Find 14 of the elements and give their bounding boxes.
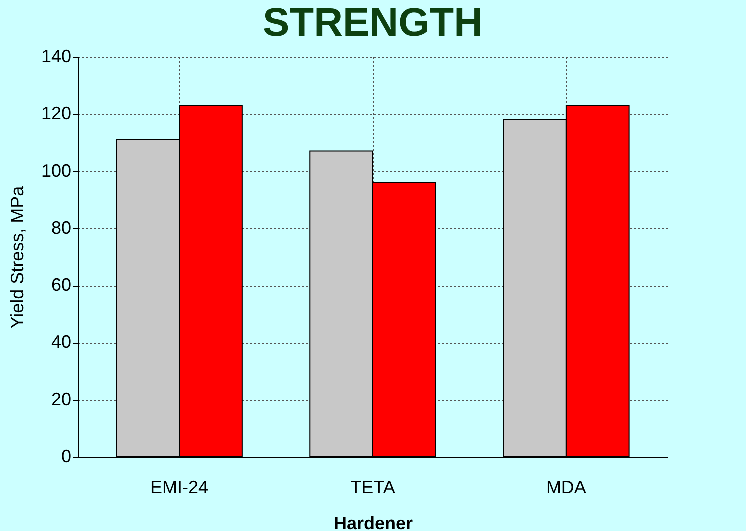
y-tick-label: 0 <box>61 446 72 466</box>
y-tick-label: 60 <box>51 275 72 296</box>
x-axis-title: Hardener <box>334 514 414 531</box>
y-tick-label: 120 <box>41 104 72 124</box>
y-tick-label: 100 <box>41 160 72 181</box>
y-tick-label: 40 <box>51 332 72 352</box>
x-tick-label: TETA <box>350 478 396 498</box>
x-tick-label: EMI-24 <box>150 478 209 498</box>
y-tick-label: 140 <box>41 46 72 66</box>
x-tick-label: MDA <box>546 478 586 498</box>
y-axis-title: Yield Stress, MPa <box>7 185 28 329</box>
chart-title: STRENGTH <box>263 1 483 45</box>
y-tick-label: 20 <box>51 389 72 410</box>
y-tick-label: 80 <box>51 218 72 238</box>
